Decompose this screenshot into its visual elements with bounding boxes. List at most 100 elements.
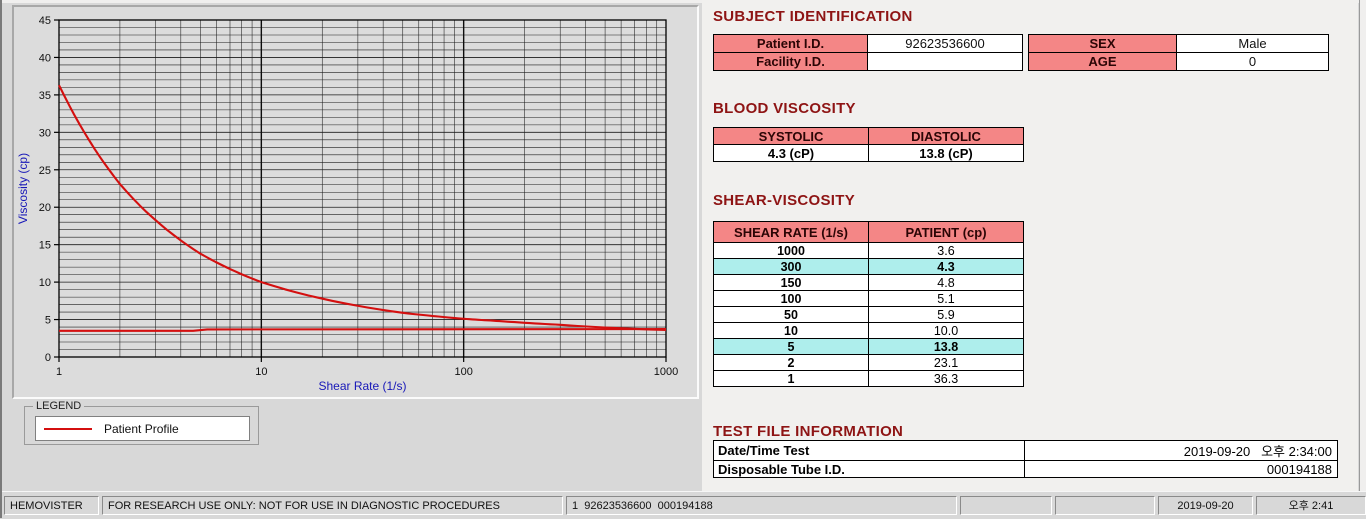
svg-text:30: 30 xyxy=(39,127,51,139)
test-file-value: 2019-09-20 오후 2:34:00 xyxy=(1024,440,1338,461)
age-value: 0 xyxy=(1176,52,1329,71)
shear-row: 10 10.0 xyxy=(713,322,1024,339)
diastolic-value: 13.8 (cP) xyxy=(868,144,1024,162)
test-file-table: Date/Time Test 2019-09-20 오후 2:34:00 Dispo… xyxy=(713,440,1338,478)
x-axis-title: Shear Rate (1/s) xyxy=(318,379,406,393)
patient-cp-cell: 23.1 xyxy=(868,354,1024,371)
legend-entry: Patient Profile xyxy=(35,416,250,441)
statusbar-date: 2019-09-20 xyxy=(1158,496,1253,515)
section-title-subject-identification: SUBJECT IDENTIFICATION xyxy=(713,8,913,25)
table-row: AGE 0 xyxy=(1028,52,1329,71)
shear-row: 300 4.3 xyxy=(713,258,1024,275)
facility-id-label: Facility I.D. xyxy=(713,52,868,71)
svg-text:40: 40 xyxy=(39,52,51,64)
blood-viscosity-table: SYSTOLIC DIASTOLIC 4.3 (cP) 13.8 (cP) xyxy=(713,127,1024,162)
series-patient-profile xyxy=(58,84,667,332)
diastolic-header: DIASTOLIC xyxy=(868,127,1024,145)
shear-rate-cell: 2 xyxy=(713,354,869,371)
patient-id-label: Patient I.D. xyxy=(713,34,868,53)
svg-text:20: 20 xyxy=(39,202,51,214)
statusbar-blank-2 xyxy=(1055,496,1155,515)
svg-text:100: 100 xyxy=(454,366,472,378)
shear-rate-cell: 300 xyxy=(713,258,869,275)
status-bar: HEMOVISTER FOR RESEARCH USE ONLY: NOT FOR… xyxy=(2,491,1366,519)
shear-rate-cell: 100 xyxy=(713,290,869,307)
statusbar-research-notice: FOR RESEARCH USE ONLY: NOT FOR USE IN DI… xyxy=(102,496,563,515)
table-header-row: SHEAR RATE (1/s) PATIENT (cp) xyxy=(713,221,1024,243)
subject-id-table: Patient I.D. 92623536600 Facility I.D. xyxy=(713,34,1023,71)
legend-groupbox: LEGEND Patient Profile xyxy=(24,400,259,445)
patient-cp-cell: 13.8 xyxy=(868,338,1024,355)
patient-cp-cell: 10.0 xyxy=(868,322,1024,339)
svg-text:0: 0 xyxy=(45,352,51,364)
shear-row: 1 36.3 xyxy=(713,370,1024,387)
test-file-label: Disposable Tube I.D. xyxy=(713,460,1025,478)
svg-text:10: 10 xyxy=(255,366,267,378)
subject-demo-table: SEX Male AGE 0 xyxy=(1028,34,1329,71)
svg-text:1000: 1000 xyxy=(654,366,678,378)
shear-row: 150 4.8 xyxy=(713,274,1024,291)
shear-rate-cell: 1 xyxy=(713,370,869,387)
shear-viscosity-chart: 0 5 10 15 20 25 30 35 40 45 1 10 100 1000 Shear Rate (… xyxy=(16,15,678,393)
shear-rate-cell: 1000 xyxy=(713,242,869,259)
shear-rate-cell: 10 xyxy=(713,322,869,339)
section-title-test-file-information: TEST FILE INFORMATION xyxy=(713,423,904,440)
svg-text:45: 45 xyxy=(39,15,51,27)
shear-row: 50 5.9 xyxy=(713,306,1024,323)
systolic-header: SYSTOLIC xyxy=(713,127,869,145)
test-file-value: 000194188 xyxy=(1024,460,1338,478)
shear-row: 2 23.1 xyxy=(713,354,1024,371)
series-high-shear-baseline xyxy=(59,328,667,332)
shear-row: 1000 3.6 xyxy=(713,242,1024,259)
sex-value: Male xyxy=(1176,34,1329,53)
patient-cp-cell: 5.1 xyxy=(868,290,1024,307)
shear-rate-cell: 5 xyxy=(713,338,869,355)
legend-title: LEGEND xyxy=(33,400,85,412)
systolic-value: 4.3 (cP) xyxy=(713,144,869,162)
shear-viscosity-table: SHEAR RATE (1/s) PATIENT (cp) 1000 3.6 300… xyxy=(713,221,1024,387)
legend-line-sample xyxy=(44,427,92,430)
svg-text:25: 25 xyxy=(39,165,51,177)
table-row: SYSTOLIC DIASTOLIC xyxy=(713,127,1024,145)
table-row: 4.3 (cP) 13.8 (cP) xyxy=(713,144,1024,162)
patient-cp-cell: 5.9 xyxy=(868,306,1024,323)
window-top-edge xyxy=(2,0,1366,3)
shear-row: 5 13.8 xyxy=(713,338,1024,355)
patient-id-value: 92623536600 xyxy=(867,34,1023,53)
table-row: SEX Male xyxy=(1028,34,1329,53)
report-panel: SUBJECT IDENTIFICATION Patient I.D. 9262… xyxy=(702,0,1358,491)
test-file-row: Disposable Tube I.D. 000194188 xyxy=(713,460,1338,478)
shear-rate-cell: 150 xyxy=(713,274,869,291)
statusbar-blank-1 xyxy=(960,496,1052,515)
section-title-blood-viscosity: BLOOD VISCOSITY xyxy=(713,100,856,117)
patient-cp-header: PATIENT (cp) xyxy=(868,221,1024,243)
svg-text:35: 35 xyxy=(39,90,51,102)
statusbar-file-info: 1 92623536600 000194188 xyxy=(566,496,957,515)
patient-cp-cell: 4.8 xyxy=(868,274,1024,291)
section-title-shear-viscosity: SHEAR-VISCOSITY xyxy=(713,192,856,209)
right-edge-strip xyxy=(1359,0,1366,491)
svg-text:10: 10 xyxy=(39,277,51,289)
table-row: Patient I.D. 92623536600 xyxy=(713,34,1023,53)
shear-row: 100 5.1 xyxy=(713,290,1024,307)
facility-id-value xyxy=(867,52,1023,71)
patient-cp-cell: 4.3 xyxy=(868,258,1024,275)
legend-series-label: Patient Profile xyxy=(104,421,179,436)
sex-label: SEX xyxy=(1028,34,1177,53)
statusbar-time: 오후 2:41 xyxy=(1256,496,1366,515)
patient-cp-cell: 3.6 xyxy=(868,242,1024,259)
shear-rate-cell: 50 xyxy=(713,306,869,323)
table-row: Facility I.D. xyxy=(713,52,1023,71)
svg-text:5: 5 xyxy=(45,315,51,327)
age-label: AGE xyxy=(1028,52,1177,71)
test-file-label: Date/Time Test xyxy=(713,440,1025,461)
svg-text:1: 1 xyxy=(56,366,62,378)
test-file-row: Date/Time Test 2019-09-20 오후 2:34:00 xyxy=(713,440,1338,461)
shear-rate-header: SHEAR RATE (1/s) xyxy=(713,221,869,243)
viscosity-chart-panel: 0 5 10 15 20 25 30 35 40 45 1 10 100 1000 Shear Rate (… xyxy=(12,5,699,399)
svg-text:15: 15 xyxy=(39,240,51,252)
patient-cp-cell: 36.3 xyxy=(868,370,1024,387)
y-axis-title: Viscosity (cp) xyxy=(16,153,30,224)
statusbar-app-name: HEMOVISTER xyxy=(4,496,99,515)
